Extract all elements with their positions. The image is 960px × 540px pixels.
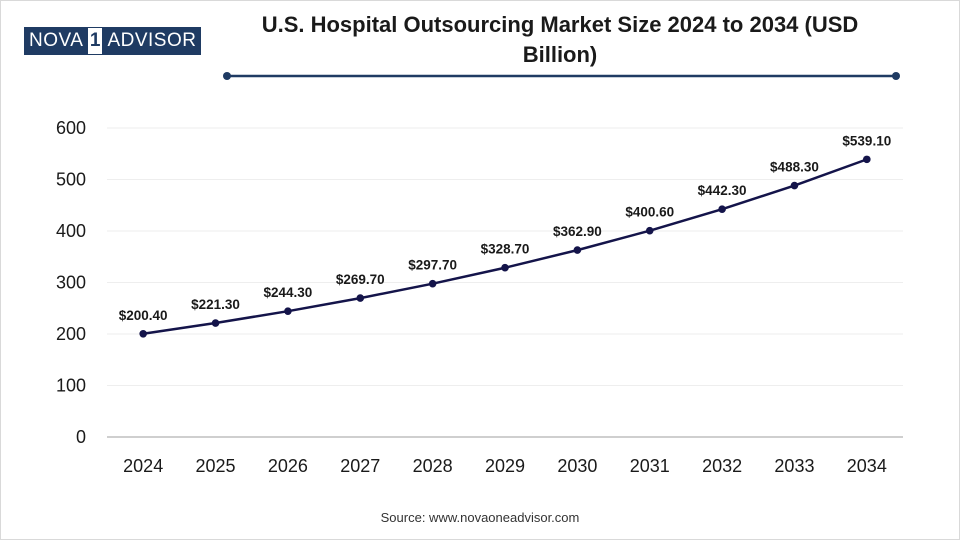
x-tick-label: 2028 xyxy=(413,456,453,476)
x-tick-label: 2034 xyxy=(847,456,887,476)
brand-logo: NOVA 1 ADVISOR xyxy=(24,27,202,55)
data-label: $442.30 xyxy=(698,183,747,198)
data-point xyxy=(863,155,871,164)
data-point xyxy=(428,279,437,288)
brand-logo-part-advisor: ADVISOR xyxy=(103,28,201,54)
x-tick-label: 2024 xyxy=(123,456,163,476)
brand-logo-part-one: 1 xyxy=(87,28,104,54)
data-label: $297.70 xyxy=(408,258,457,273)
data-label: $221.30 xyxy=(191,297,240,312)
title-rule-dot-right xyxy=(892,72,900,80)
x-tick-label: 2032 xyxy=(702,456,742,476)
source-note: Source: www.novaoneadvisor.com xyxy=(380,510,580,525)
data-point xyxy=(645,226,654,235)
y-tick-label: 300 xyxy=(56,273,86,293)
data-point xyxy=(139,329,147,338)
data-point xyxy=(573,246,582,254)
data-point xyxy=(790,181,799,190)
chart-title: U.S. Hospital Outsourcing Market Size 20… xyxy=(261,12,859,67)
x-tick-label: 2029 xyxy=(485,456,525,476)
y-tick-label: 200 xyxy=(56,324,86,344)
data-label: $488.30 xyxy=(770,160,819,175)
x-tick-label: 2031 xyxy=(630,456,670,476)
y-tick-label: 500 xyxy=(56,170,86,190)
data-label: $200.40 xyxy=(119,308,168,323)
data-label: $328.70 xyxy=(481,242,530,257)
y-tick-label: 0 xyxy=(76,427,86,447)
x-tick-label: 2027 xyxy=(340,456,380,476)
data-point xyxy=(284,307,292,315)
x-tick-label: 2025 xyxy=(196,456,236,476)
y-tick-label: 100 xyxy=(56,376,86,396)
x-tick-label: 2026 xyxy=(268,456,308,476)
data-label: $362.90 xyxy=(553,224,602,239)
x-tick-label: 2030 xyxy=(557,456,597,476)
data-label: $269.70 xyxy=(336,272,385,287)
data-point xyxy=(211,319,220,327)
data-point xyxy=(501,263,509,272)
data-label: $244.30 xyxy=(264,285,313,300)
data-point xyxy=(718,205,726,214)
x-tick-label: 2033 xyxy=(774,456,814,476)
title-rule-dot-left xyxy=(223,72,231,80)
data-label: $539.10 xyxy=(842,133,891,148)
data-label: $400.60 xyxy=(625,205,674,220)
data-point xyxy=(356,294,365,302)
y-tick-label: 600 xyxy=(56,118,86,138)
brand-logo-part-nova: NOVA xyxy=(25,28,88,54)
y-tick-label: 400 xyxy=(56,221,86,241)
